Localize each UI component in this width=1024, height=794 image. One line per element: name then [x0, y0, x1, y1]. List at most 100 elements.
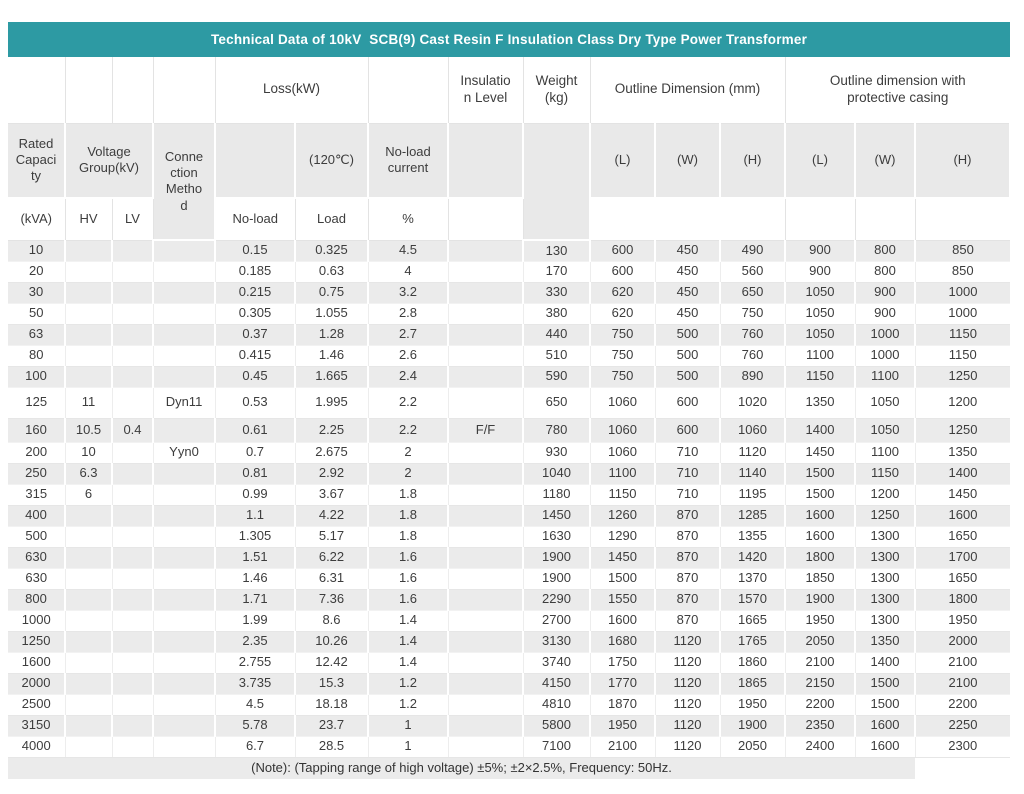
cell: 1.28 [295, 324, 369, 346]
cell: 1600 [8, 652, 66, 674]
header-outline-dimension: Outline Dimension (mm) [590, 57, 786, 124]
cell: 6.3 [65, 463, 113, 485]
header-no-load: No-load [215, 198, 296, 241]
cell: 1150 [915, 345, 1010, 367]
cell: 1120 [655, 652, 721, 674]
cell: 1.2 [368, 673, 449, 695]
cell: 2100 [915, 673, 1010, 695]
cell: 650 [523, 387, 591, 419]
transformer-data-table: Loss(kW) Insulatio n Level Weight (kg) O… [8, 57, 1011, 779]
header-cell-empty [523, 123, 591, 241]
cell [448, 387, 524, 419]
cell [65, 610, 113, 632]
header-row-units: (kVA) HV LV No-load Load % [8, 198, 1010, 241]
cell: 1680 [590, 631, 656, 653]
header-casing-dim-w: (W) [855, 123, 916, 199]
cell: 3.2 [368, 282, 449, 304]
cell: 1350 [785, 387, 856, 419]
cell [112, 345, 154, 367]
cell: 8.6 [295, 610, 369, 632]
cell [448, 261, 524, 283]
header-dim-l: (L) [590, 123, 656, 199]
cell [448, 631, 524, 653]
cell: 870 [655, 589, 721, 611]
cell: 28.5 [295, 736, 369, 758]
cell: 315 [8, 484, 66, 506]
cell: Yyn0 [153, 442, 216, 464]
cell: 2500 [8, 694, 66, 716]
cell: 10 [65, 442, 113, 464]
cell [153, 736, 216, 758]
header-kva: (kVA) [8, 198, 66, 241]
cell: 1.51 [215, 547, 296, 569]
cell: 1250 [915, 366, 1010, 388]
table-row: 630 1.46 6.31 1.6 1900 1500 870 1370 1850 1300 165… [8, 568, 1010, 590]
cell: 1.71 [215, 589, 296, 611]
cell: 750 [720, 303, 786, 325]
table-row: 250 6.3 0.81 2.92 2 1040 1100 710 1140 1500 1150 14… [8, 463, 1010, 485]
cell: 600 [655, 387, 721, 419]
cell [448, 484, 524, 506]
cell: 1350 [915, 442, 1010, 464]
header-cell-empty [915, 198, 1010, 241]
cell: 3.735 [215, 673, 296, 695]
cell: 2200 [785, 694, 856, 716]
cell [153, 324, 216, 346]
header-hv: HV [65, 198, 113, 241]
table-title: Technical Data of 10kV SCB(9) Cast Resin… [210, 32, 808, 47]
table-row: 200 10 Yyn0 0.7 2.675 2 930 1060 710 1120 1450 1100… [8, 442, 1010, 464]
cell: 1150 [590, 484, 656, 506]
cell: 1650 [915, 568, 1010, 590]
cell: 1400 [855, 652, 916, 674]
table-row: 10 0.15 0.325 4.5 130 600 450 490 900 800 850 [8, 240, 1010, 262]
header-cell-empty [153, 57, 216, 124]
cell [153, 652, 216, 674]
header-cell-empty [448, 198, 524, 241]
cell: 1300 [855, 547, 916, 569]
cell: 4.22 [295, 505, 369, 527]
cell: 0.415 [215, 345, 296, 367]
cell: 620 [590, 282, 656, 304]
cell: 1285 [720, 505, 786, 527]
cell: 870 [655, 526, 721, 548]
cell: 1.6 [368, 589, 449, 611]
cell: 2000 [915, 631, 1010, 653]
cell: 600 [655, 418, 721, 443]
cell [65, 631, 113, 653]
table-row: 2500 4.5 18.18 1.2 4810 1870 1120 1950 2200 1500 2… [8, 694, 1010, 716]
cell [65, 526, 113, 548]
cell: 800 [8, 589, 66, 611]
table-row: 400 1.1 4.22 1.8 1450 1260 870 1285 1600 1250 1600 [8, 505, 1010, 527]
cell: 1.8 [368, 484, 449, 506]
cell: 1900 [785, 589, 856, 611]
cell: 1600 [590, 610, 656, 632]
cell: 1050 [785, 303, 856, 325]
cell [112, 261, 154, 283]
cell [112, 568, 154, 590]
cell: 1120 [655, 694, 721, 716]
cell [448, 610, 524, 632]
cell: 450 [655, 282, 721, 304]
cell: 1850 [785, 568, 856, 590]
cell [153, 261, 216, 283]
cell: 2.35 [215, 631, 296, 653]
cell: 2100 [590, 736, 656, 758]
cell: 1900 [523, 547, 591, 569]
cell: 630 [8, 568, 66, 590]
cell: 1 [368, 736, 449, 758]
cell: 7100 [523, 736, 591, 758]
cell [112, 505, 154, 527]
cell: 1870 [590, 694, 656, 716]
cell [153, 418, 216, 443]
cell: 10.26 [295, 631, 369, 653]
cell: 890 [720, 366, 786, 388]
cell [65, 505, 113, 527]
cell: 850 [915, 261, 1010, 283]
note-row-empty-cell [915, 757, 1010, 779]
cell: 2.92 [295, 463, 369, 485]
cell: 710 [655, 484, 721, 506]
header-cell-empty [590, 198, 786, 241]
cell: 1120 [655, 631, 721, 653]
cell [65, 366, 113, 388]
cell: 1040 [523, 463, 591, 485]
